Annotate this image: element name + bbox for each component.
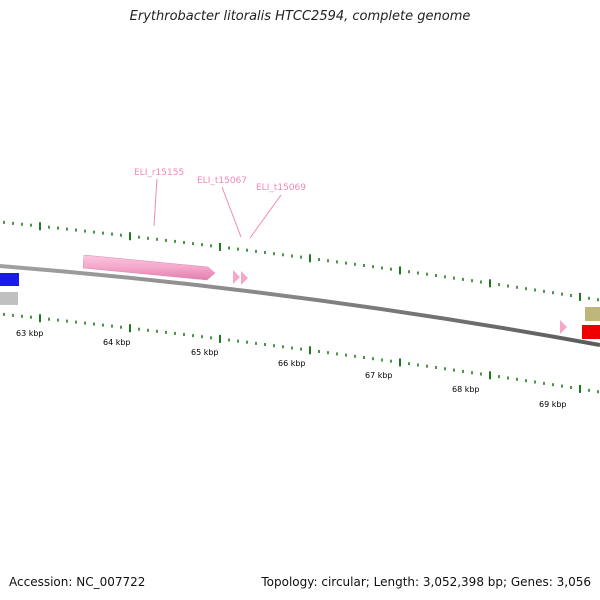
- gene-label-3: ELI_t15069: [256, 183, 306, 193]
- scale-label-64: 64 kbp: [103, 338, 131, 347]
- label-leader-t15069: [249, 194, 282, 239]
- gene-label-1: ELI_r15155: [134, 168, 184, 178]
- genome-backbone: [0, 264, 600, 347]
- outer-tick-track: [3, 220, 599, 302]
- gene-blue[interactable]: [0, 273, 19, 286]
- scale-label-65: 65 kbp: [191, 348, 219, 357]
- trna-gene-arrow-1[interactable]: [233, 270, 240, 284]
- label-leader-r15155: [153, 178, 158, 227]
- rrna-gene-arrow[interactable]: [82, 254, 216, 281]
- label-leader-t15067: [221, 186, 242, 238]
- scale-label-68: 68 kbp: [452, 385, 480, 394]
- genome-summary-text: Topology: circular; Length: 3,052,398 bp…: [261, 575, 591, 589]
- gene-olive[interactable]: [585, 307, 600, 321]
- scale-label-67: 67 kbp: [365, 371, 393, 380]
- trna-gene-arrow-2[interactable]: [241, 271, 248, 285]
- gene-red[interactable]: [582, 325, 600, 339]
- gene-label-2: ELI_t15067: [197, 176, 247, 186]
- scale-label-63: 63 kbp: [16, 329, 44, 338]
- gene-gray[interactable]: [0, 292, 18, 305]
- trna-gene-arrow-3[interactable]: [560, 320, 567, 334]
- accession-text: Accession: NC_007722: [9, 575, 146, 589]
- inner-tick-track: [3, 312, 599, 394]
- scale-label-66: 66 kbp: [278, 359, 306, 368]
- genome-title: Erythrobacter litoralis HTCC2594, comple…: [129, 9, 471, 24]
- scale-label-69: 69 kbp: [539, 400, 567, 409]
